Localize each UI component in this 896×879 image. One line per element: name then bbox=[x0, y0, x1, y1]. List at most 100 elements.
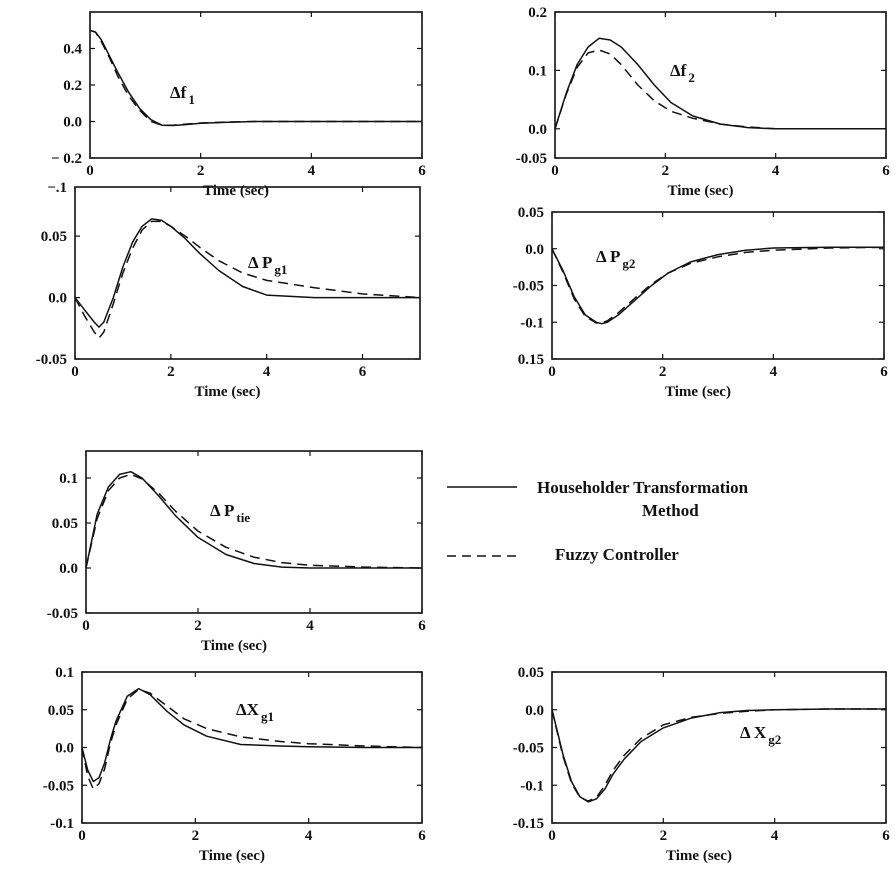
y-tick-label: -0.05 bbox=[36, 352, 67, 368]
plot-variable-label: ΔX g1 bbox=[236, 700, 274, 724]
y-tick-label: 0.0 bbox=[63, 115, 82, 131]
chart-df2: 0.2 0.1 0.0 -0.050 2 4 6 Time (sec) Δf 2 bbox=[516, 5, 891, 199]
series-solid-line bbox=[89, 29, 422, 127]
series-solid-line bbox=[554, 37, 886, 130]
x-tick-label: 6 bbox=[418, 828, 426, 844]
y-tick-label: 0.05 bbox=[52, 516, 78, 532]
plot-frame bbox=[74, 186, 421, 360]
x-tick-label: 6 bbox=[418, 618, 426, 634]
x-tick-label: 0 bbox=[548, 828, 556, 844]
x-tick-label: 2 bbox=[194, 618, 202, 634]
x-tick-label: 2 bbox=[660, 828, 668, 844]
y-tick-label: 0.05 bbox=[518, 665, 544, 681]
y-tick-label: -0.05 bbox=[513, 741, 544, 757]
series-solid-line bbox=[85, 470, 422, 569]
plot-frame bbox=[551, 671, 887, 824]
legend-dashed-label: Fuzzy Controller bbox=[555, 545, 679, 564]
plot-frame bbox=[554, 11, 887, 159]
series-dashed-line bbox=[81, 688, 423, 790]
legend-solid-label-line2: Method bbox=[642, 501, 699, 520]
y-tick-label: − 0.2 bbox=[51, 151, 82, 167]
x-tick-label: 2 bbox=[192, 828, 200, 844]
x-tick-label: 0 bbox=[86, 163, 94, 179]
series-dashed-line bbox=[89, 29, 422, 126]
series-solid-line bbox=[74, 218, 420, 328]
x-tick-label: 4 bbox=[771, 828, 779, 844]
series-solid-line bbox=[551, 708, 886, 803]
plot-variable-label: Δf 1 bbox=[170, 83, 195, 107]
x-tick-label: 2 bbox=[659, 364, 667, 380]
y-tick-label: 0.0 bbox=[59, 561, 78, 577]
x-tick-label: 2 bbox=[197, 163, 205, 179]
x-tick-label: 6 bbox=[882, 163, 890, 179]
legend-solid-label-line1: Householder Transformation bbox=[537, 478, 749, 497]
y-tick-label: -0.1 bbox=[520, 778, 544, 794]
x-tick-label: 0 bbox=[82, 618, 90, 634]
y-tick-label: -0.05 bbox=[513, 279, 544, 295]
y-tick-label: 0.0 bbox=[528, 122, 547, 138]
x-tick-label: 4 bbox=[305, 828, 313, 844]
y-tick-label: 0.2 bbox=[528, 5, 547, 21]
x-tick-label: 0 bbox=[78, 828, 86, 844]
x-axis-label: Time (sec) bbox=[203, 183, 269, 199]
x-tick-label: 4 bbox=[263, 364, 271, 380]
x-tick-label: 2 bbox=[662, 163, 670, 179]
y-tick-label: 0.15 bbox=[518, 352, 544, 368]
y-tick-label: 0.0 bbox=[525, 703, 544, 719]
x-tick-label: 2 bbox=[167, 364, 175, 380]
series-solid-line bbox=[551, 246, 884, 325]
x-axis-label: Time (sec) bbox=[201, 638, 267, 654]
x-axis-label: Time (sec) bbox=[665, 384, 731, 400]
y-tick-label: 0.0 bbox=[525, 242, 544, 258]
plot-frame bbox=[85, 450, 423, 614]
y-tick-label: 0.05 bbox=[41, 229, 67, 245]
series-dashed-line bbox=[554, 49, 886, 130]
series-dashed-line bbox=[74, 220, 421, 339]
y-tick-label: 0.0 bbox=[48, 291, 67, 307]
y-tick-label: -0.1 bbox=[520, 315, 544, 331]
plot-frame bbox=[89, 11, 423, 159]
y-tick-label: 0.1 bbox=[55, 665, 74, 681]
x-tick-label: 4 bbox=[306, 618, 314, 634]
x-axis-label: Time (sec) bbox=[195, 384, 261, 400]
x-axis-label: Time (sec) bbox=[199, 848, 265, 864]
x-tick-label: 0 bbox=[551, 163, 559, 179]
plot-variable-label: Δf 2 bbox=[670, 61, 695, 85]
legend: Householder Transformation Method Fuzzy … bbox=[447, 478, 749, 564]
y-top-label: −.1 bbox=[47, 180, 67, 196]
x-axis-label: Time (sec) bbox=[666, 848, 732, 864]
y-tick-label: -0.05 bbox=[47, 606, 78, 622]
plot-frame bbox=[551, 211, 885, 360]
x-tick-label: 4 bbox=[770, 364, 778, 380]
series-dashed-line bbox=[551, 246, 885, 324]
y-tick-label: -0.15 bbox=[513, 816, 544, 832]
y-tick-label: 0.1 bbox=[59, 471, 78, 487]
x-tick-label: 0 bbox=[71, 364, 79, 380]
chart-dxg1: 0.1 0.05 0.0 -0.05 -0.10 2 4 6 Time (sec) ΔX g1 bbox=[43, 665, 427, 864]
y-tick-label: 0.05 bbox=[48, 703, 74, 719]
y-tick-label: 0.2 bbox=[63, 78, 82, 94]
y-tick-label: -0.05 bbox=[516, 151, 547, 167]
x-tick-label: 6 bbox=[880, 364, 888, 380]
x-tick-label: 4 bbox=[308, 163, 316, 179]
series-dashed-line bbox=[551, 708, 886, 802]
y-tick-label: -0.1 bbox=[50, 816, 74, 832]
x-tick-label: 0 bbox=[548, 364, 556, 380]
x-axis-label: Time (sec) bbox=[668, 183, 734, 199]
y-tick-label: 0.4 bbox=[63, 42, 82, 58]
chart-df1: 0.4 0.2 0.0 − 0.20 2 4 6 Time (sec) Δf 1 bbox=[51, 11, 426, 199]
x-tick-label: 6 bbox=[882, 828, 890, 844]
y-tick-label: 0.1 bbox=[528, 63, 547, 79]
series-dashed-line bbox=[85, 473, 423, 569]
x-tick-label: 6 bbox=[418, 163, 426, 179]
y-tick-label: 0.0 bbox=[55, 741, 74, 757]
